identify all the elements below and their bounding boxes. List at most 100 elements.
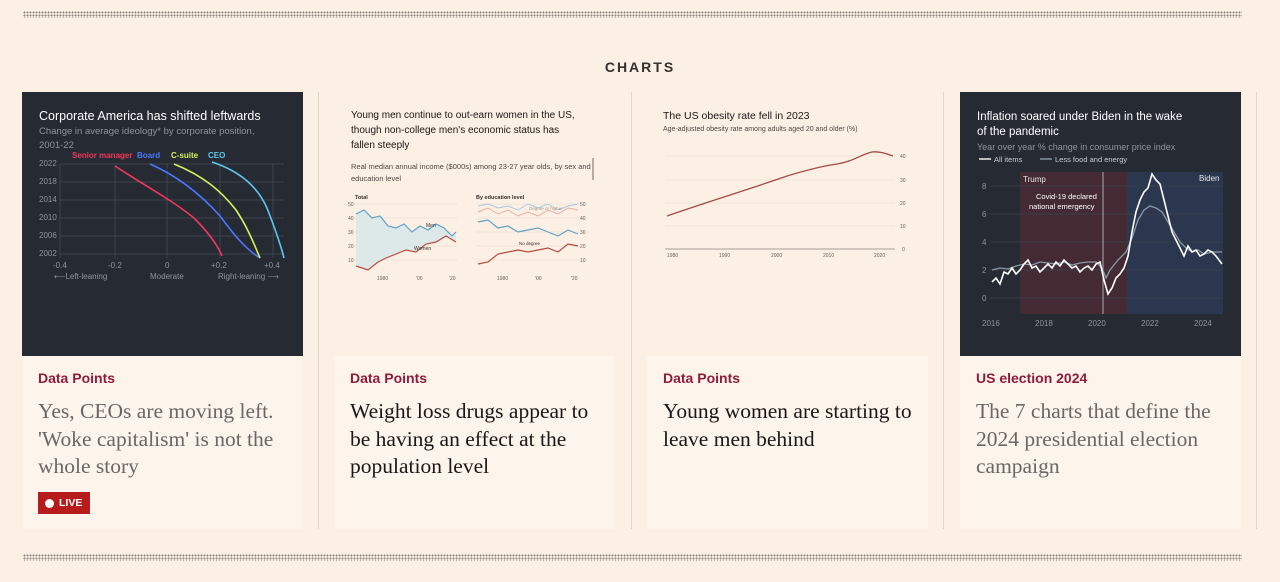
legend-board: Board xyxy=(137,151,160,160)
legend-senior-manager: Senior manager xyxy=(72,151,132,160)
card-body: Data Points Yes, CEOs are moving left. '… xyxy=(22,356,303,529)
label-biden: Biden xyxy=(1199,174,1219,183)
thumb-title: though non-college men's economic status… xyxy=(351,125,559,136)
x-tick: 1980 xyxy=(497,276,508,282)
x-tick: '20 xyxy=(449,276,456,282)
thumb-subtitle: Year over year % change in consumer pric… xyxy=(977,142,1176,152)
y-tick: 2014 xyxy=(39,195,57,204)
x-axis-mid-label: Moderate xyxy=(150,272,184,281)
bottom-dotted-rule xyxy=(23,554,1242,561)
series-board xyxy=(149,163,261,259)
live-badge: LIVE xyxy=(38,492,91,514)
column-divider xyxy=(1256,92,1257,529)
card-category[interactable]: Data Points xyxy=(38,370,116,386)
article-card-ceos[interactable]: Corporate America has shifted leftwards … xyxy=(22,92,303,529)
card-category[interactable]: Data Points xyxy=(663,370,741,386)
series-degree-men xyxy=(477,203,579,211)
x-tick: +0.2 xyxy=(211,261,227,270)
y-tick: 10 xyxy=(348,258,354,264)
thumb-subtitle: Change in average ideology* by corporate… xyxy=(39,126,254,137)
y-tick: 8 xyxy=(982,182,987,191)
section-title: CHARTS xyxy=(604,59,676,75)
card-headline[interactable]: Weight loss drugs appear to be having an… xyxy=(350,399,589,478)
x-tick: 2000 xyxy=(771,253,782,259)
x-axis-right-label: Right-leaning ⟶ xyxy=(218,272,279,281)
chart-thumbnail-inflation[interactable]: Inflation soared under Biden in the wake… xyxy=(960,92,1241,356)
x-tick: 1980 xyxy=(377,276,388,282)
x-tick: 2024 xyxy=(1194,319,1212,328)
series-core-cpi xyxy=(991,205,1222,280)
live-dot-icon xyxy=(45,498,54,508)
y-tick: 0 xyxy=(982,294,987,303)
legend-ceo: CEO xyxy=(208,151,225,160)
article-card-election[interactable]: Inflation soared under Biden in the wake… xyxy=(960,92,1241,529)
series-label-women: Women xyxy=(414,246,431,252)
y-tick: 10 xyxy=(580,258,586,264)
thumb-title: fallen steeply xyxy=(351,140,409,151)
y-tick: 20 xyxy=(348,244,354,250)
chart-thumbnail-ideology[interactable]: Corporate America has shifted leftwards … xyxy=(22,92,303,356)
x-tick: '00 xyxy=(416,276,423,282)
chart-thumbnail-obesity[interactable]: The US obesity rate fell in 2023 Age-adj… xyxy=(647,92,928,356)
series-c-suite xyxy=(173,163,261,259)
thumb-title: Young men continue to out-earn women in … xyxy=(351,110,575,121)
thumb-title: Corporate America has shifted leftwards xyxy=(39,109,261,123)
card-body: Data Points Young women are starting to … xyxy=(647,356,928,529)
legend-core: Less food and energy xyxy=(1055,155,1127,164)
annotation-covid: Covid-19 declared xyxy=(1036,192,1097,201)
x-tick: 1980 xyxy=(667,253,678,259)
series-obesity-rate xyxy=(666,151,894,217)
thumb-subtitle: Real median annual income ($000s) among … xyxy=(351,162,591,171)
series-label-men: Men xyxy=(426,223,436,229)
series-men xyxy=(355,209,457,237)
x-tick: '00 xyxy=(535,276,542,282)
panel-label: Total xyxy=(355,195,368,201)
y-tick: 50 xyxy=(580,202,586,208)
column-divider xyxy=(631,92,632,529)
card-headline[interactable]: Young women are starting to leave men be… xyxy=(663,399,912,451)
chart-thumbnail-earnings[interactable]: Young men continue to out-earn women in … xyxy=(334,92,615,356)
x-tick: 2016 xyxy=(982,319,1000,328)
series-nodegree-women xyxy=(477,243,579,265)
series-label-degree: Degree or higher xyxy=(529,206,563,211)
x-tick: 1990 xyxy=(719,253,730,259)
card-headline[interactable]: The 7 charts that define the 2024 presid… xyxy=(976,399,1211,478)
x-axis-left-label: ⟵Left-leaning xyxy=(54,272,107,281)
x-tick: 2010 xyxy=(823,253,834,259)
thumb-title: Inflation soared under Biden in the wake xyxy=(977,111,1182,123)
y-tick: 20 xyxy=(580,244,586,250)
y-tick: 2010 xyxy=(39,213,57,222)
x-tick: +0.4 xyxy=(264,261,280,270)
column-divider xyxy=(318,92,319,529)
y-tick: 40 xyxy=(900,154,906,160)
thumb-title: of the pandemic xyxy=(977,126,1059,138)
y-tick: 0 xyxy=(902,247,905,253)
x-tick: 0 xyxy=(165,261,170,270)
x-tick: -0.2 xyxy=(108,261,122,270)
thumb-subtitle: 2001-22 xyxy=(39,140,74,151)
annotation-covid: national emergency xyxy=(1029,202,1095,211)
y-tick: 10 xyxy=(900,224,906,230)
thumb-title: The US obesity rate fell in 2023 xyxy=(663,110,810,122)
biden-term-shading xyxy=(1127,172,1223,314)
article-card-young-women[interactable]: The US obesity rate fell in 2023 Age-adj… xyxy=(647,92,928,529)
card-category[interactable]: Data Points xyxy=(350,370,428,386)
panel-label: By education level xyxy=(476,195,525,201)
legend-all-items: All items xyxy=(994,155,1023,164)
x-tick: '20 xyxy=(571,276,578,282)
y-tick: 50 xyxy=(348,202,354,208)
card-headline[interactable]: Yes, CEOs are moving left. 'Woke capital… xyxy=(38,399,274,478)
y-tick: 20 xyxy=(900,201,906,207)
y-tick: 40 xyxy=(580,216,586,222)
label-trump: Trump xyxy=(1023,175,1046,184)
series-degree-women xyxy=(477,207,579,217)
y-tick: 6 xyxy=(982,210,987,219)
thumb-subtitle: education level xyxy=(351,174,401,183)
x-tick: -0.4 xyxy=(53,261,67,270)
series-nodegree-men xyxy=(477,219,579,237)
y-tick: 2002 xyxy=(39,249,57,258)
card-category[interactable]: US election 2024 xyxy=(976,370,1088,386)
y-tick: 2 xyxy=(982,266,987,275)
article-card-weight-loss[interactable]: Young men continue to out-earn women in … xyxy=(334,92,615,529)
x-tick: 2020 xyxy=(874,253,885,259)
